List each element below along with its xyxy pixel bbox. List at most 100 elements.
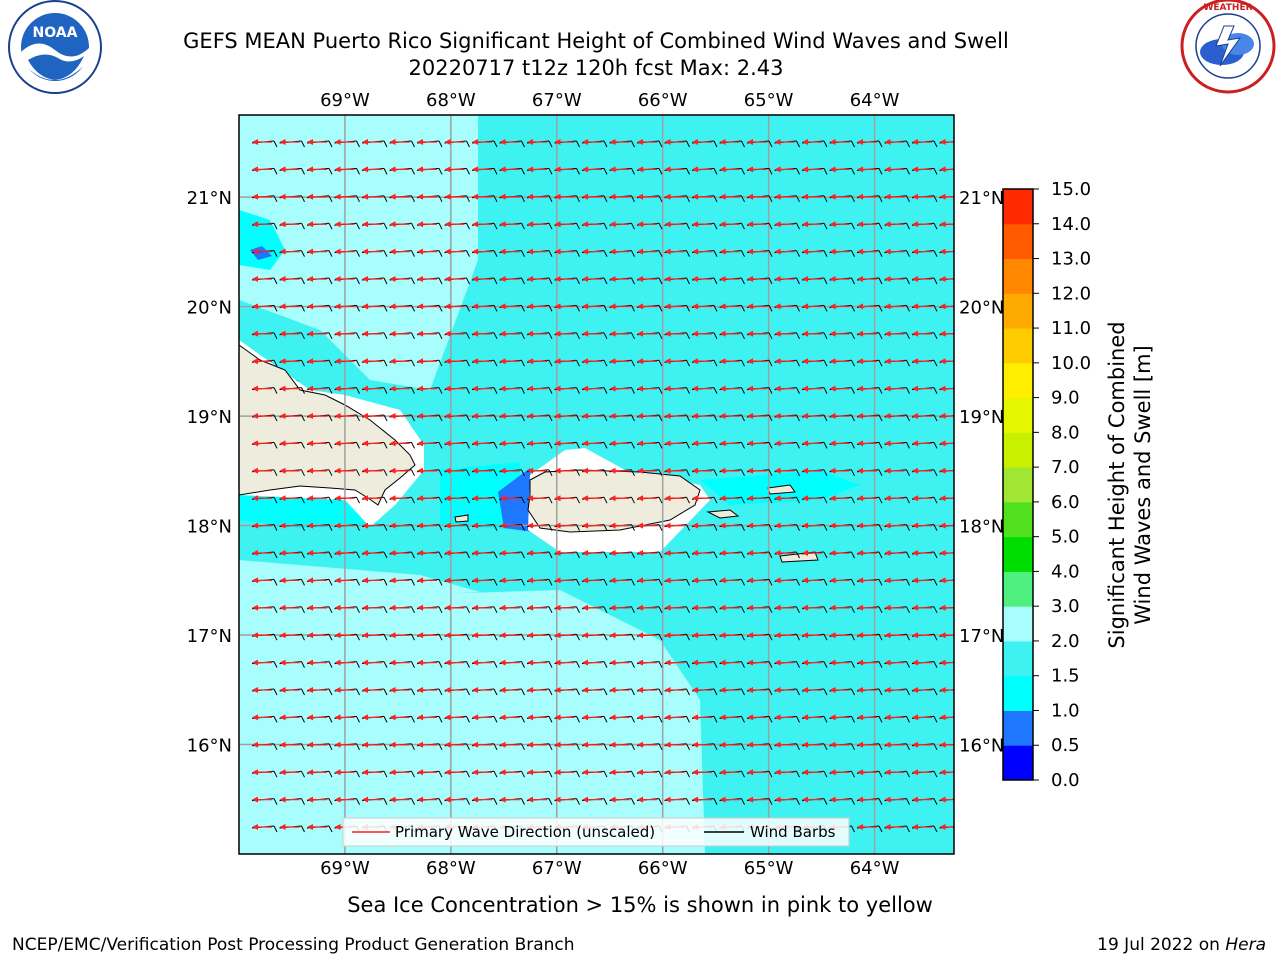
- wave-wind-marker: [499, 632, 525, 641]
- wave-wind-marker: [829, 303, 855, 312]
- wave-wind-marker: [609, 440, 635, 449]
- wave-wind-marker: [911, 824, 938, 833]
- wave-wind-marker: [499, 769, 525, 778]
- wave-wind-marker: [774, 550, 800, 559]
- colorbar-frame: [1002, 188, 1034, 781]
- svg-text:WEATHER: WEATHER: [1203, 3, 1252, 13]
- wave-wind-marker: [389, 687, 415, 696]
- wave-wind-marker: [581, 467, 608, 477]
- wave-wind-marker: [306, 166, 333, 175]
- wave-wind-marker: [746, 413, 773, 422]
- wave-wind-marker: [526, 303, 553, 312]
- wave-wind-marker: [499, 330, 525, 340]
- wave-wind-marker: [719, 604, 745, 614]
- wave-wind-marker: [361, 687, 388, 696]
- lat-tick-label-right: 21°N: [959, 188, 1004, 209]
- wave-wind-marker: [691, 330, 718, 340]
- wave-wind-marker: [801, 330, 828, 340]
- wave-wind-marker: [911, 413, 938, 422]
- wave-wind-marker: [939, 221, 954, 228]
- wave-wind-marker: [581, 221, 608, 230]
- wave-wind-marker: [416, 550, 443, 559]
- wave-wind-marker: [774, 385, 800, 394]
- wave-wind-marker: [884, 303, 910, 312]
- wave-wind-marker: [774, 139, 800, 148]
- colorbar-segment: [1003, 362, 1033, 399]
- wave-wind-marker: [334, 221, 360, 230]
- wave-wind-marker: [334, 248, 360, 257]
- wave-wind-marker: [471, 385, 498, 394]
- wave-wind-marker: [581, 577, 608, 586]
- wave-wind-marker: [829, 221, 855, 230]
- wave-wind-marker: [746, 796, 773, 805]
- colorbar-segment: [1003, 328, 1033, 364]
- wave-wind-marker: [691, 221, 718, 230]
- wave-wind-marker: [636, 796, 663, 805]
- wave-wind-marker: [829, 714, 855, 723]
- colorbar-tick-label: 0.0: [1051, 770, 1080, 791]
- wave-wind-marker: [279, 769, 305, 778]
- wave-wind-marker: [334, 714, 360, 723]
- wave-wind-marker: [526, 467, 553, 477]
- wave-wind-marker: [444, 522, 470, 531]
- wave-wind-marker: [554, 769, 580, 778]
- wave-wind-marker: [884, 714, 910, 723]
- wave-wind-marker: [389, 769, 415, 778]
- wave-wind-marker: [554, 358, 580, 367]
- wave-wind-marker: [691, 577, 718, 586]
- wave-wind-marker: [609, 604, 635, 614]
- wave-wind-marker: [389, 741, 415, 751]
- wave-wind-marker: [609, 248, 635, 257]
- wave-wind-marker: [829, 440, 855, 449]
- wave-wind-marker: [499, 166, 525, 175]
- wave-wind-marker: [526, 577, 553, 586]
- colorbar-tick-label: 5.0: [1051, 527, 1080, 548]
- wave-wind-marker: [471, 221, 498, 230]
- wave-wind-marker: [306, 303, 333, 312]
- wave-wind-marker: [911, 714, 938, 723]
- wave-wind-marker: [829, 769, 855, 778]
- wave-wind-marker: [746, 221, 773, 230]
- lon-tick-label-top: 69°W: [320, 90, 370, 111]
- wave-wind-marker: [911, 796, 938, 805]
- wave-wind-marker: [306, 139, 333, 148]
- wave-wind-marker: [416, 221, 443, 230]
- wave-wind-marker: [279, 522, 305, 531]
- wave-wind-marker: [471, 276, 498, 285]
- lat-tick-label-left: 20°N: [187, 298, 232, 319]
- wave-wind-marker: [416, 632, 443, 641]
- wave-wind-marker: [389, 358, 415, 367]
- wave-wind-marker: [444, 276, 470, 285]
- wave-wind-marker: [884, 330, 910, 340]
- colorbar-tick-label: 1.5: [1051, 666, 1080, 687]
- wave-wind-marker: [856, 166, 883, 175]
- wave-wind-marker: [691, 413, 718, 422]
- lon-tick-label-bottom: 67°W: [532, 858, 582, 879]
- wave-wind-marker: [636, 741, 663, 751]
- wave-wind-marker: [444, 330, 470, 340]
- wave-wind-marker: [801, 193, 828, 203]
- wave-wind-marker: [471, 714, 498, 723]
- wave-wind-marker: [691, 358, 718, 367]
- colorbar-tick-label: 8.0: [1051, 422, 1080, 443]
- colorbar-tick-label: 7.0: [1051, 457, 1080, 478]
- wave-wind-marker: [581, 413, 608, 422]
- wave-wind-marker: [664, 550, 690, 559]
- wave-wind-marker: [664, 221, 690, 230]
- wave-wind-marker: [664, 330, 690, 340]
- wave-wind-marker: [389, 330, 415, 340]
- wave-wind-marker: [526, 604, 553, 614]
- wave-wind-marker: [746, 139, 773, 148]
- wave-wind-marker: [389, 440, 415, 449]
- wave-wind-marker: [609, 193, 635, 203]
- wave-wind-marker: [581, 193, 608, 203]
- wave-wind-marker: [719, 248, 745, 257]
- lon-tick-label-top: 66°W: [638, 90, 688, 111]
- wave-wind-marker: [471, 193, 498, 203]
- wave-wind-marker: [306, 824, 333, 833]
- wave-wind-marker: [251, 714, 278, 723]
- wave-wind-marker: [471, 413, 498, 422]
- wave-wind-marker: [664, 714, 690, 723]
- wave-wind-marker: [829, 741, 855, 751]
- wave-wind-marker: [609, 221, 635, 230]
